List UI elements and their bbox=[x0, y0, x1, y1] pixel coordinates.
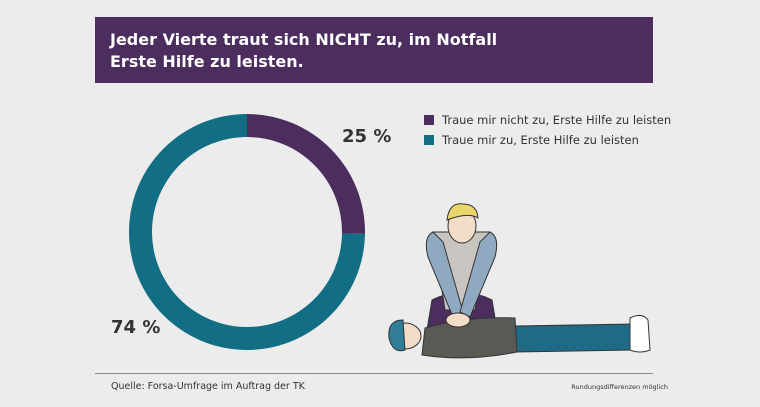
legend-item: Traue mir zu, Erste Hilfe zu leisten bbox=[424, 130, 671, 150]
rounding-note: Rundungsdifferenzen möglich bbox=[571, 383, 668, 391]
title-line-1: Jeder Vierte traut sich NICHT zu, im Not… bbox=[110, 30, 498, 49]
legend-label: Traue mir zu, Erste Hilfe zu leisten bbox=[442, 133, 639, 147]
donut-slice-0 bbox=[247, 114, 365, 234]
legend-label: Traue mir nicht zu, Erste Hilfe zu leist… bbox=[442, 113, 672, 127]
label-not-confident: 25 % bbox=[342, 126, 392, 147]
legend-swatch bbox=[424, 115, 434, 125]
legend-item: Traue mir nicht zu, Erste Hilfe zu leist… bbox=[424, 110, 671, 130]
divider bbox=[95, 373, 653, 374]
label-confident: 74 % bbox=[111, 317, 161, 338]
source-note: Quelle: Forsa-Umfrage im Auftrag der TK bbox=[111, 381, 305, 392]
legend-swatch bbox=[424, 135, 434, 145]
title-banner: Jeder Vierte traut sich NICHT zu, im Not… bbox=[95, 17, 653, 83]
chart-title: Jeder Vierte traut sich NICHT zu, im Not… bbox=[110, 29, 497, 73]
cpr-illustration bbox=[388, 203, 651, 359]
title-line-2: Erste Hilfe zu leisten. bbox=[110, 52, 304, 71]
legend: Traue mir nicht zu, Erste Hilfe zu leist… bbox=[424, 110, 671, 150]
